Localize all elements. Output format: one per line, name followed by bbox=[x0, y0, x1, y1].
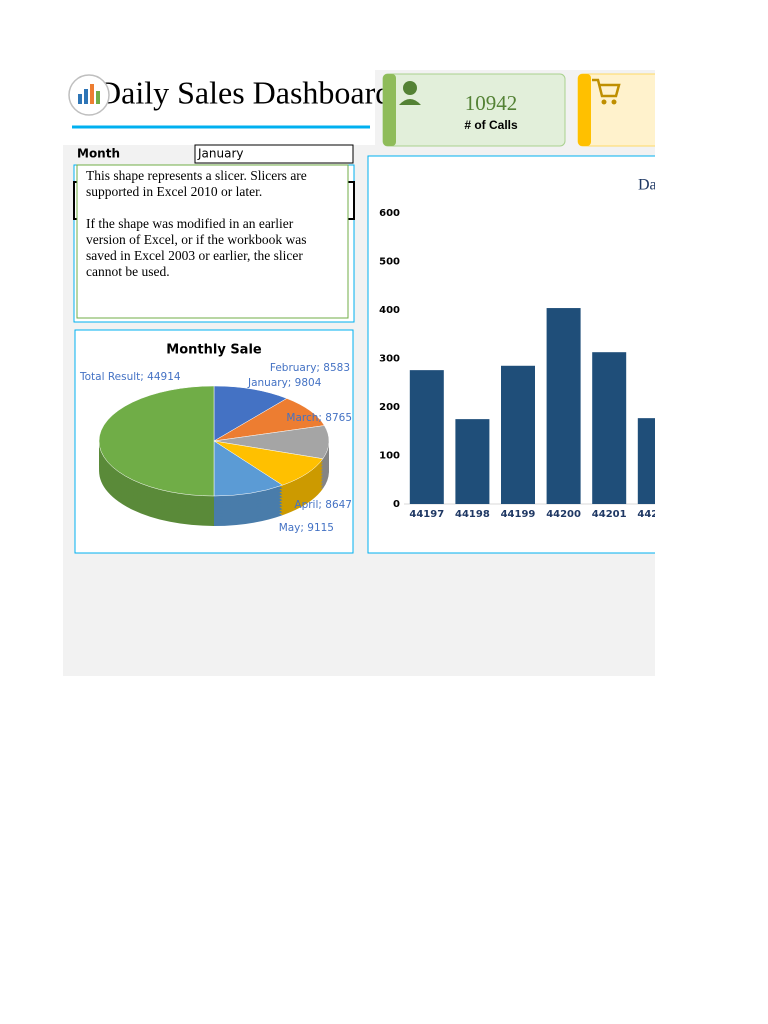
pie-slice bbox=[213, 385, 288, 442]
slicer-selected: January bbox=[197, 147, 244, 161]
x-tick-label: 44197 bbox=[409, 509, 444, 520]
note-line: This shape represents a slicer. Slicers … bbox=[86, 168, 307, 183]
pie-data-label: January; 9804 bbox=[247, 377, 322, 389]
pie-data-label: May; 9115 bbox=[279, 522, 334, 534]
note-line: version of Excel, or if the workbook was bbox=[86, 232, 306, 247]
y-tick-label: 400 bbox=[379, 305, 400, 316]
y-tick-label: 0 bbox=[393, 499, 400, 510]
note-line: supported in Excel 2010 or later. bbox=[86, 184, 262, 199]
y-tick-label: 200 bbox=[379, 402, 400, 413]
slicer-note: This shape represents a slicer. Slicers … bbox=[86, 168, 307, 279]
pie-title: Monthly Sale bbox=[166, 343, 262, 358]
x-tick-label: 44200 bbox=[546, 509, 581, 520]
logo bbox=[68, 74, 110, 116]
y-tick-label: 600 bbox=[379, 208, 400, 219]
note-line: If the shape was modified in an earlier bbox=[86, 216, 294, 231]
bar-title: Da bbox=[638, 177, 655, 194]
pie-data-label: February; 8583 bbox=[270, 362, 350, 374]
bar bbox=[409, 370, 444, 504]
y-tick-label: 100 bbox=[379, 451, 400, 462]
y-tick-label: 500 bbox=[379, 257, 400, 268]
bar bbox=[592, 352, 627, 504]
title-area bbox=[63, 70, 375, 145]
kpi-value: 10942 bbox=[465, 91, 518, 115]
bar bbox=[501, 365, 535, 504]
x-tick-label: 44202 bbox=[637, 509, 655, 520]
pie-chart: January; 9804 February; 8583 March; 8765 Ap… bbox=[79, 362, 352, 534]
pie-data-label: Total Result; 44914 bbox=[79, 371, 181, 383]
note-line: saved in Excel 2003 or earlier, the slic… bbox=[86, 248, 303, 263]
slicer-label: Month bbox=[77, 147, 120, 161]
x-tick-label: 44199 bbox=[501, 509, 536, 520]
bar bbox=[546, 308, 581, 504]
kpi-card bbox=[577, 73, 655, 147]
x-tick-label: 44201 bbox=[592, 509, 627, 520]
pie-slice bbox=[213, 440, 284, 497]
note-line: cannot be used. bbox=[86, 264, 170, 279]
y-tick-label: 300 bbox=[379, 354, 400, 365]
x-tick-label: 44198 bbox=[455, 509, 490, 520]
pie-data-label: March; 8765 bbox=[286, 412, 352, 424]
pie-slice bbox=[98, 385, 215, 497]
kpi-card: 10942 # of Calls bbox=[382, 73, 566, 147]
pie-data-label: April; 8647 bbox=[294, 499, 352, 511]
slicer-note-box bbox=[76, 164, 349, 319]
bar-chart: 0 100 200 300 400 500 600 44197 44198 44199 44200 4… bbox=[379, 208, 655, 520]
slicer-dropdown[interactable] bbox=[194, 144, 354, 164]
bar bbox=[455, 419, 490, 504]
kpi-label: # of Calls bbox=[464, 118, 518, 132]
dashboard-title: Daily Sales Dashboard bbox=[98, 74, 391, 110]
dashboard-canvas: Daily Sales Dashboard 10942 # of Calls M… bbox=[63, 70, 655, 554]
bar bbox=[637, 418, 655, 504]
dashboard: Daily Sales Dashboard 10942 # of Calls M… bbox=[63, 70, 655, 676]
